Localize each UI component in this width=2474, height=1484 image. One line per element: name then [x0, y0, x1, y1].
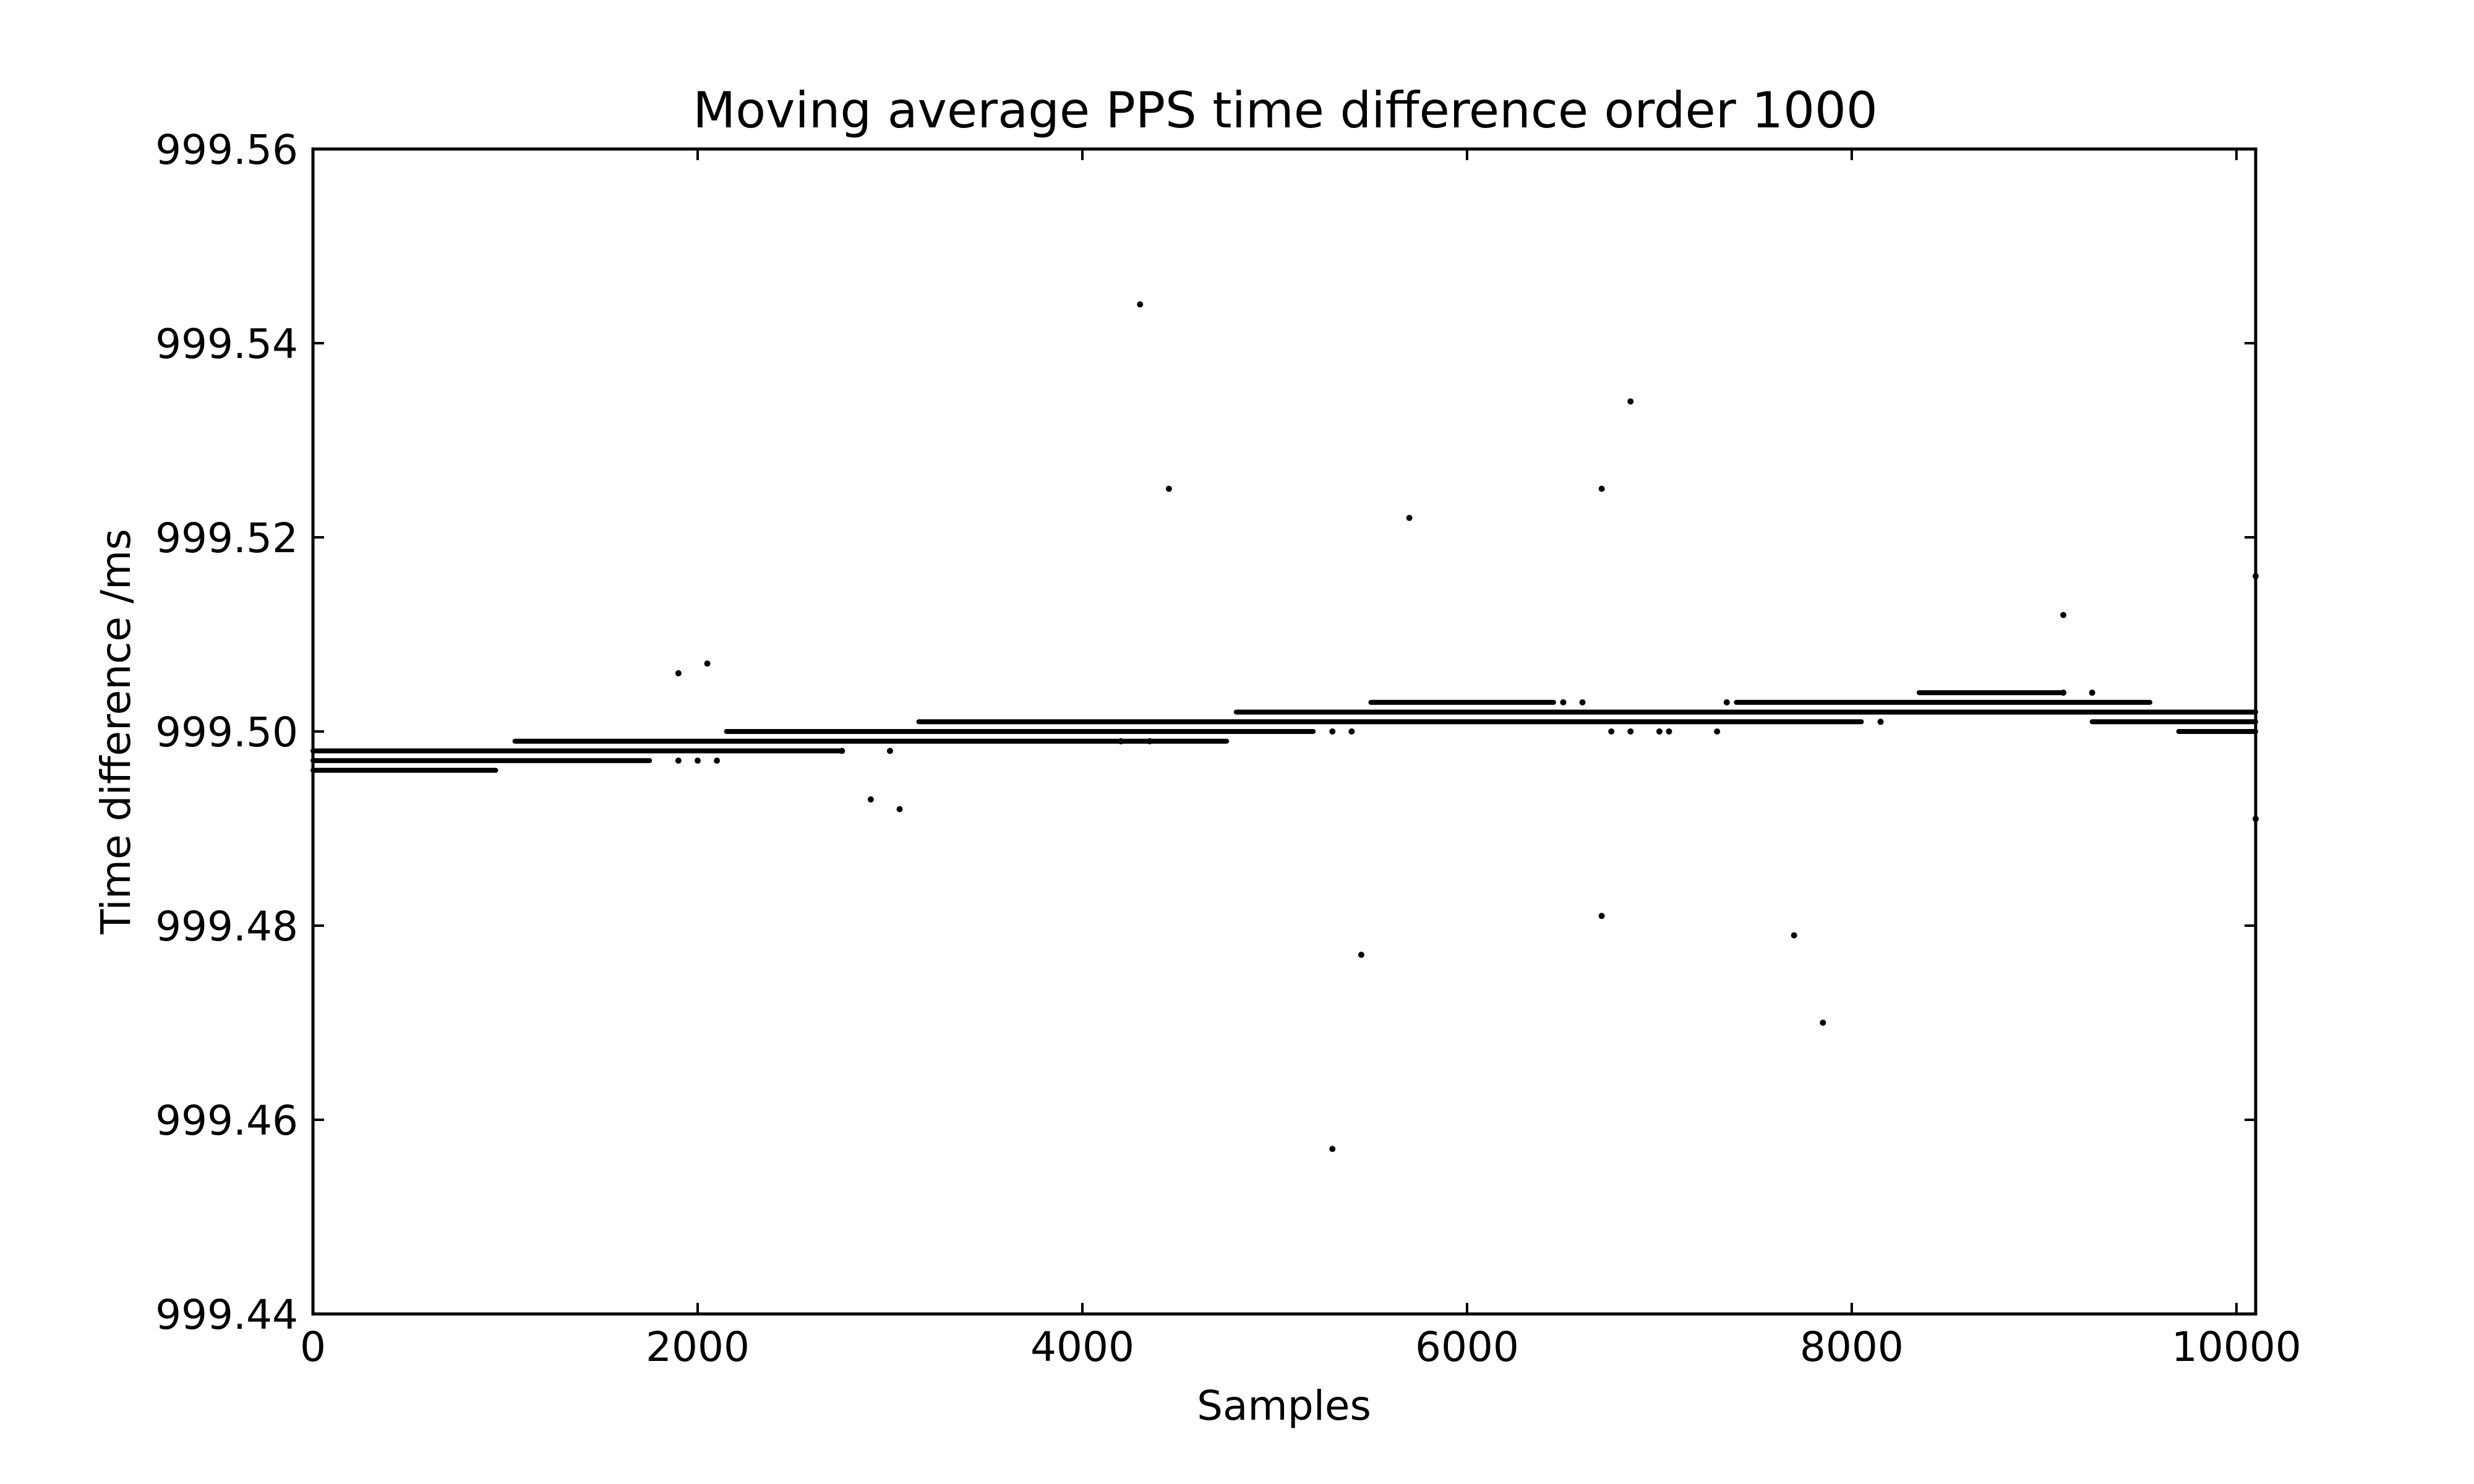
data-point: [1560, 699, 1567, 706]
data-point: [694, 757, 701, 764]
data-point: [1598, 913, 1605, 919]
data-point: [896, 806, 903, 812]
data-point: [675, 757, 682, 764]
y-tick-label: 999.56: [155, 126, 298, 174]
x-tick-label: 10000: [2172, 1323, 2301, 1371]
data-point: [1714, 728, 1721, 735]
x-axis: 0 2000 4000 6000 8000 10000: [300, 149, 2301, 1371]
x-tick-label: 4000: [1030, 1323, 1134, 1371]
data-point: [839, 748, 845, 754]
y-tick-label: 999.54: [155, 320, 298, 368]
data-point: [1791, 932, 1797, 939]
data-point: [1406, 514, 1413, 521]
y-tick-label: 999.52: [155, 514, 298, 562]
data-point: [1579, 699, 1586, 706]
y-axis-label: Time difference /ms: [92, 529, 140, 935]
data-point: [1608, 728, 1615, 735]
data-point: [714, 757, 721, 764]
data-point: [1627, 398, 1634, 405]
data-point: [1723, 699, 1730, 706]
data-point: [1598, 485, 1605, 492]
data-point: [1348, 728, 1355, 735]
x-axis-label: Samples: [1197, 1382, 1371, 1430]
x-tick-label: 6000: [1415, 1323, 1519, 1371]
data-point: [1358, 952, 1364, 958]
y-tick-label: 999.48: [155, 903, 298, 950]
chart-title: Moving average PPS time difference order…: [693, 82, 1878, 139]
data-point: [2060, 689, 2067, 696]
data-point: [1666, 728, 1672, 735]
data-point: [867, 796, 874, 803]
data-point: [1329, 728, 1336, 735]
x-tick-label: 2000: [646, 1323, 750, 1371]
data-point: [1329, 1146, 1336, 1153]
data-point: [1146, 738, 1153, 744]
data-point: [2089, 689, 2095, 696]
x-tick-label: 8000: [1800, 1323, 1904, 1371]
data-point: [886, 748, 893, 754]
y-tick-label: 999.50: [155, 709, 298, 756]
data-point: [1627, 728, 1634, 735]
y-tick-label: 999.44: [155, 1291, 298, 1339]
data-point: [1137, 301, 1144, 308]
data-point: [675, 670, 682, 676]
data-point: [704, 660, 711, 667]
y-tick-label: 999.46: [155, 1097, 298, 1145]
data-point: [1118, 738, 1124, 744]
y-axis: 999.44 999.46 999.48 999.50 999.52 999.54 999.…: [155, 126, 2256, 1339]
data-point: [1877, 719, 1884, 725]
data-point: [1656, 728, 1663, 735]
data-point: [2060, 612, 2067, 618]
data-point: [1820, 1020, 1826, 1026]
x-tick-label: 0: [300, 1323, 326, 1371]
data-layer: [310, 301, 2259, 1153]
data-point: [1165, 485, 1172, 492]
